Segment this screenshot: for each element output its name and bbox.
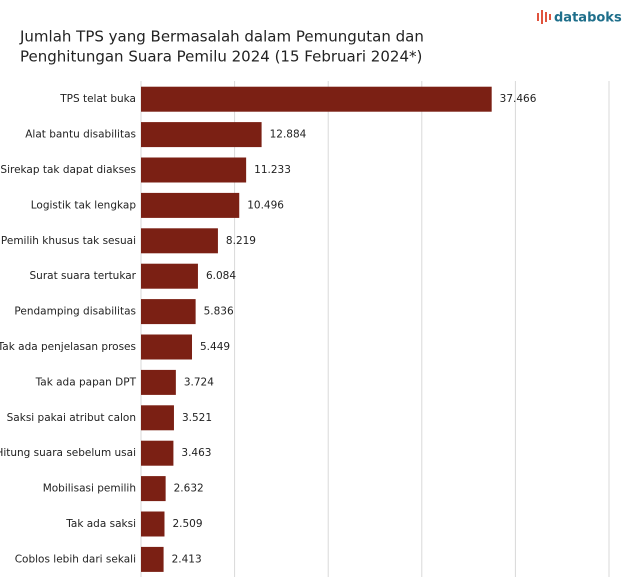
bar [141, 334, 193, 360]
value-label: 8.219 [226, 235, 256, 247]
bar [141, 263, 198, 289]
bar [141, 546, 164, 572]
y-tick-label: Saksi pakai atribut calon [7, 412, 136, 424]
chart-title: Penghitungan Suara Pemilu 2024 (15 Febru… [20, 48, 422, 66]
value-label: 2.509 [172, 518, 202, 530]
bar [141, 440, 174, 466]
brand-icon [537, 10, 551, 24]
value-label: 12.884 [270, 129, 307, 141]
value-label: 3.521 [182, 412, 212, 424]
y-tick-label: Coblos lebih dari sekali [15, 553, 136, 565]
y-tick-label: Pemilih khusus tak sesuai [1, 235, 136, 247]
bar [141, 511, 165, 537]
y-tick-label: Sirekap tak dapat diakses [0, 164, 136, 176]
value-label: 3.463 [181, 447, 211, 459]
y-tick-label: Pendamping disabilitas [14, 306, 136, 318]
bar [141, 476, 166, 502]
brand: databoks [554, 11, 622, 26]
y-tick-label: Hitung suara sebelum usai [0, 447, 136, 459]
y-tick-label: Alat bantu disabilitas [25, 129, 136, 141]
y-tick-label: Logistik tak lengkap [31, 199, 137, 211]
bar [141, 192, 240, 218]
value-label: 3.724 [184, 376, 214, 388]
bar [141, 86, 492, 112]
value-label: 10.496 [247, 199, 284, 211]
y-tick-label: Tak ada saksi [65, 518, 136, 530]
chart-title: Jumlah TPS yang Bermasalah dalam Pemungu… [19, 28, 424, 46]
value-label: 11.233 [254, 164, 291, 176]
value-label: 2.413 [172, 553, 202, 565]
value-label: 5.836 [204, 306, 234, 318]
y-tick-label: Surat suara tertukar [30, 270, 137, 282]
value-label: 2.632 [174, 483, 204, 495]
bar [141, 299, 196, 325]
value-label: 37.466 [500, 93, 537, 105]
bar [141, 122, 262, 148]
y-tick-label: Tak ada penjelasan proses [0, 341, 136, 353]
value-label: 5.449 [200, 341, 230, 353]
bar [141, 157, 247, 183]
y-tick-label: TPS telat buka [59, 93, 136, 105]
bar [141, 405, 174, 431]
value-label: 6.084 [206, 270, 236, 282]
bar [141, 369, 176, 395]
y-tick-label: Mobilisasi pemilih [43, 483, 136, 495]
bar [141, 228, 218, 254]
y-tick-label: Tak ada papan DPT [35, 376, 137, 388]
